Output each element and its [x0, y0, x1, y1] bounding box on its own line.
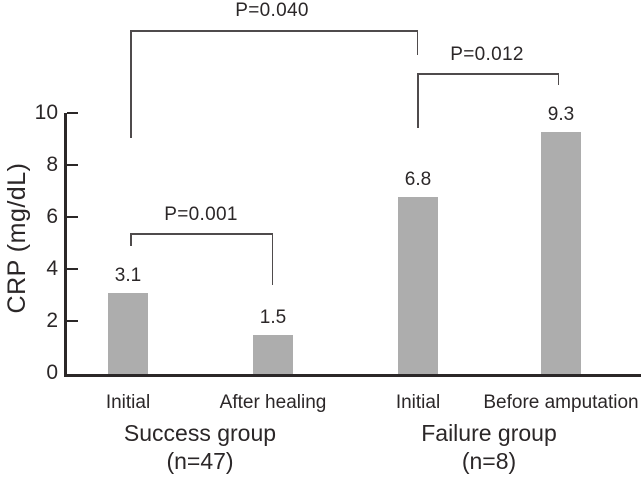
x-axis-line — [64, 374, 641, 377]
significance-bracket-line — [130, 30, 418, 32]
bar-success-after-healing — [253, 335, 293, 374]
category-label-failure-before-amputation: Before amputation — [483, 392, 639, 413]
category-label-failure-initial: Initial — [395, 392, 441, 413]
bar-value-label: 1.5 — [259, 307, 287, 328]
bar-success-initial — [108, 293, 148, 374]
significance-bracket-line — [130, 233, 273, 235]
y-tick-mark — [67, 215, 78, 218]
y-tick-mark — [67, 163, 78, 166]
significance-bracket-line — [557, 73, 559, 85]
bar-failure-initial — [398, 197, 438, 374]
significance-bracket-line — [417, 73, 559, 75]
group-label-success: Success group — [123, 420, 277, 446]
p-value-label-0012: P=0.012 — [450, 44, 524, 65]
y-tick-label: 6 — [46, 204, 58, 228]
category-label-success-after-healing: After healing — [219, 392, 327, 413]
bar-value-label: 9.3 — [547, 104, 575, 126]
bar-value-label: 3.1 — [114, 265, 142, 287]
y-tick-label: 2 — [46, 308, 58, 332]
bar-value-label: 6.8 — [404, 169, 432, 191]
bar-failure-before-amputation — [541, 132, 581, 374]
significance-bracket-line — [416, 30, 418, 55]
significance-bracket-line — [130, 30, 132, 138]
y-tick-mark — [67, 319, 78, 322]
significance-bracket-line — [417, 73, 419, 128]
group-n-label-success: (n=47) — [166, 448, 234, 474]
y-tick-mark — [67, 267, 78, 270]
y-tick-label: 0 — [46, 360, 58, 384]
significance-bracket-line — [130, 233, 132, 246]
significance-bracket-line — [271, 233, 273, 285]
y-tick-label: 4 — [46, 256, 58, 280]
y-tick-label: 10 — [34, 100, 58, 124]
y-tick-label: 8 — [46, 152, 58, 176]
p-value-label-0040: P=0.040 — [235, 0, 309, 21]
category-label-success-initial: Initial — [105, 392, 151, 413]
p-value-label-0001: P=0.001 — [164, 204, 238, 225]
y-axis-line — [64, 113, 67, 377]
group-n-label-failure: (n=8) — [461, 448, 517, 474]
group-label-failure: Failure group — [421, 420, 557, 446]
y-tick-mark — [67, 111, 78, 114]
